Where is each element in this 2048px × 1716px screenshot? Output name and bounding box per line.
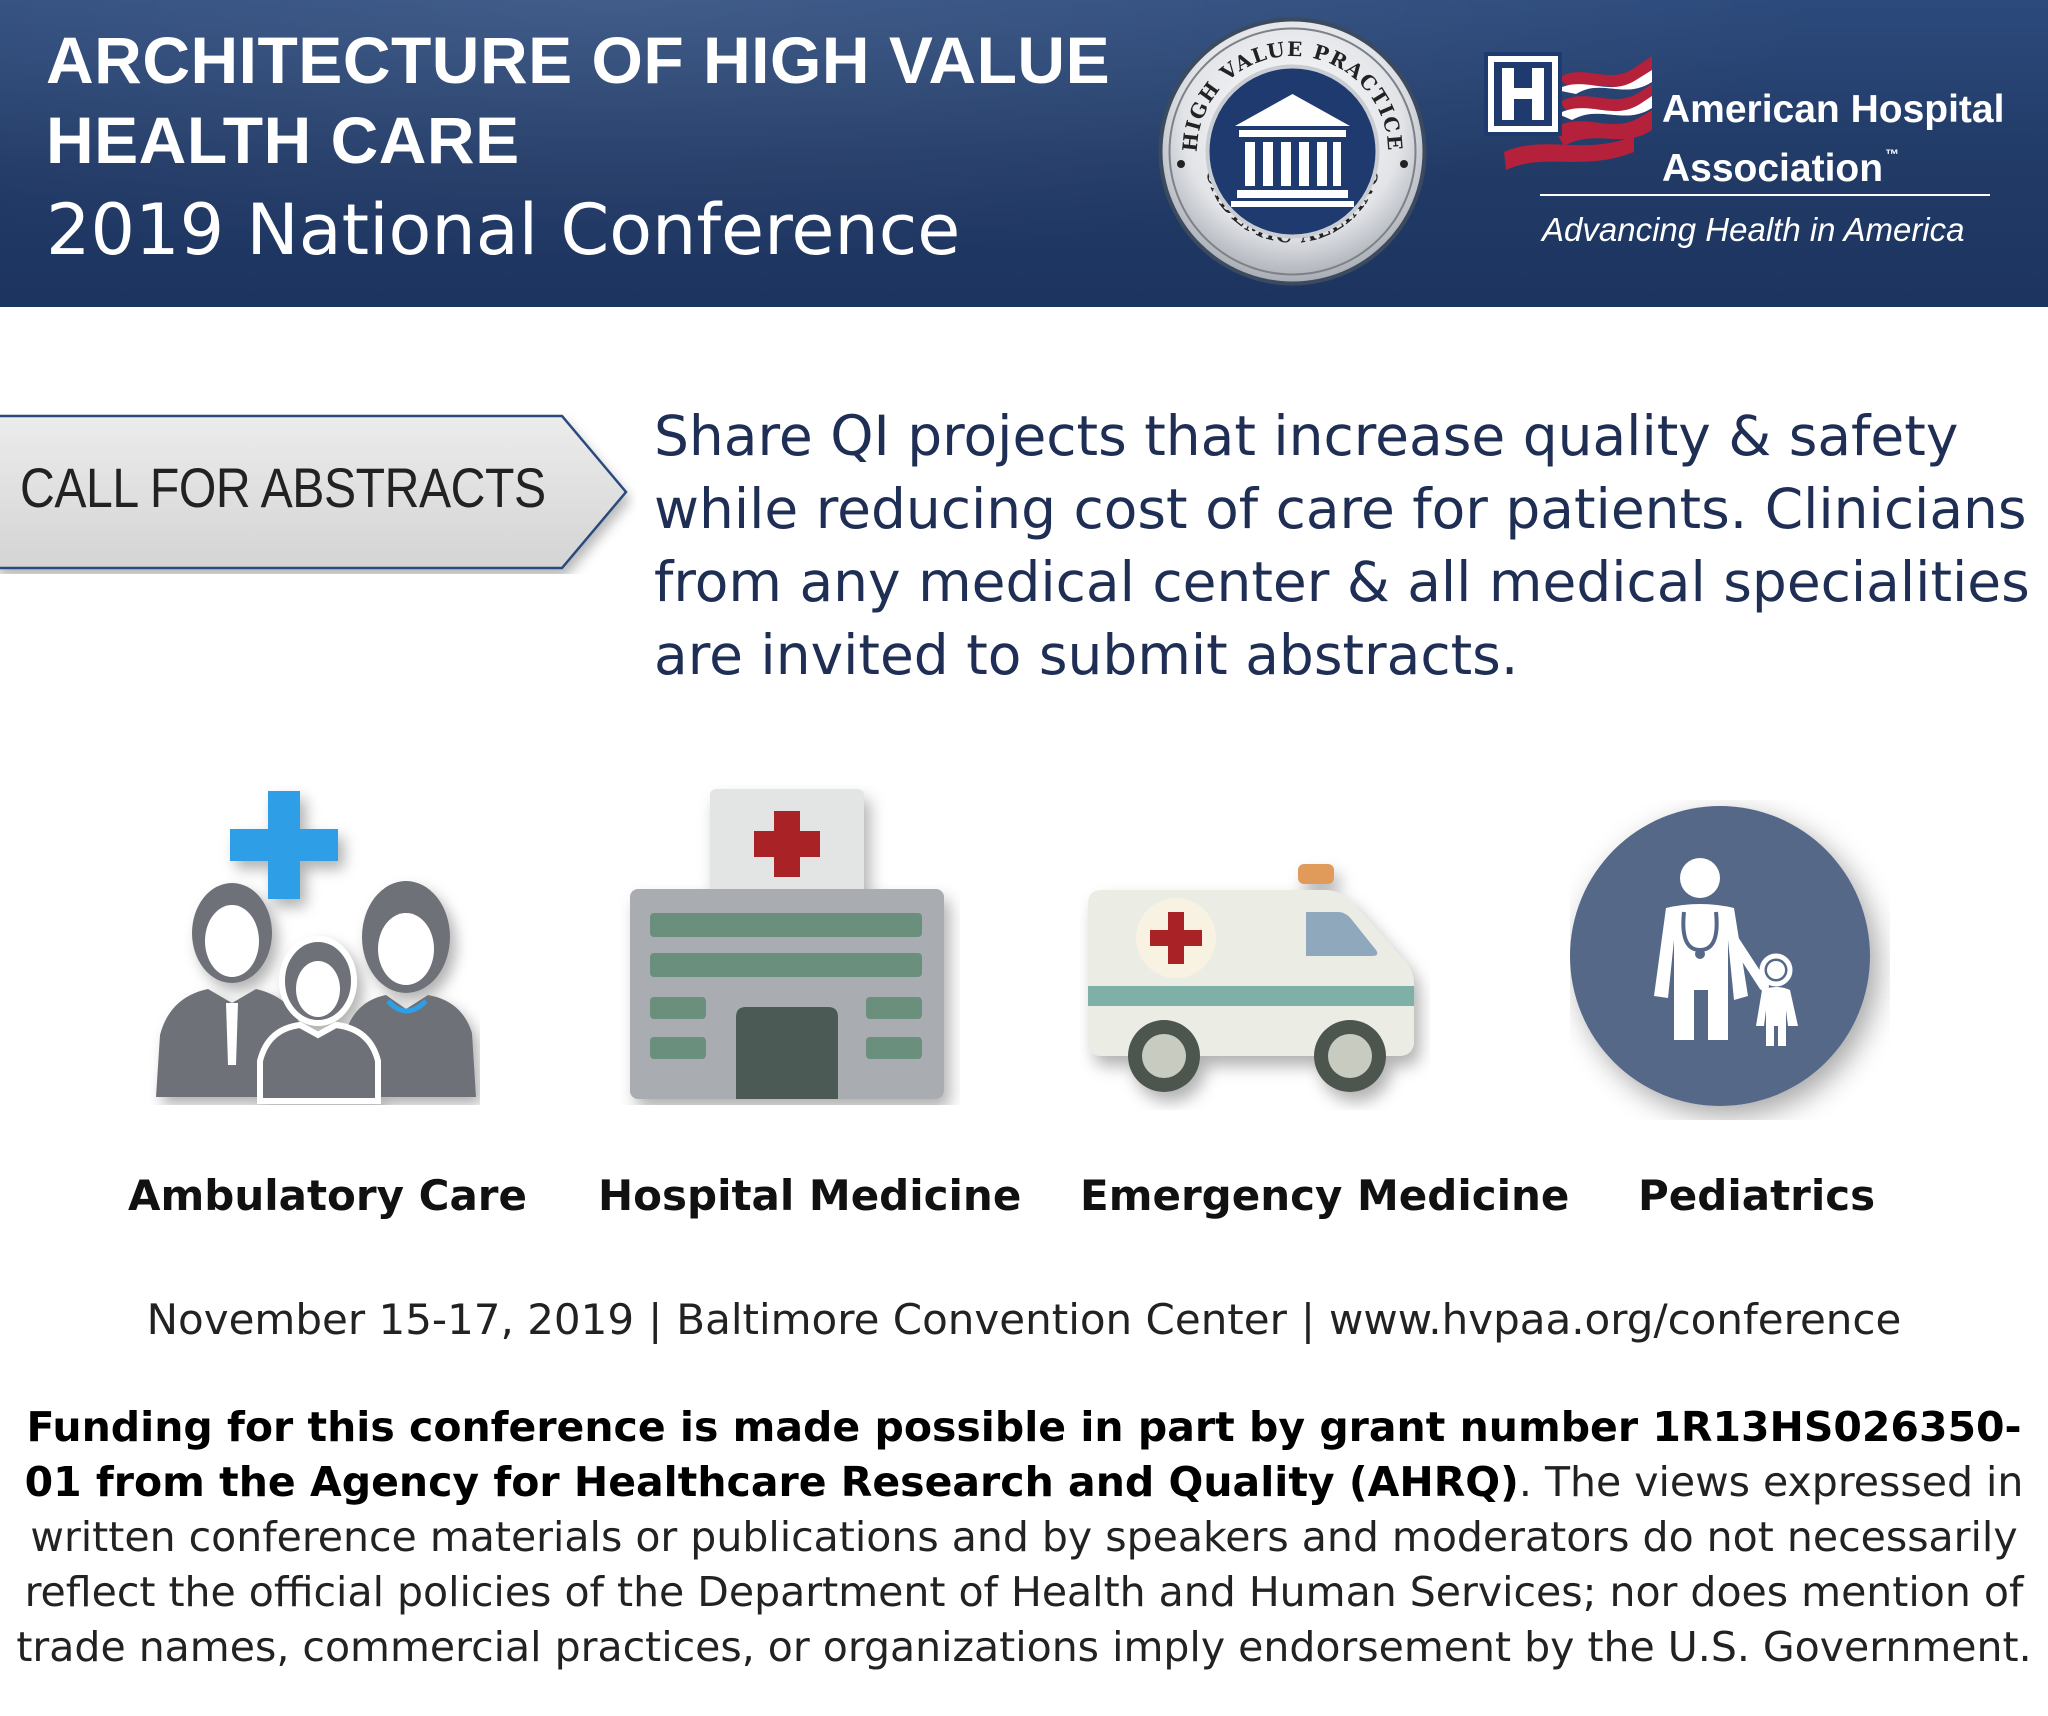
event-details: November 15-17, 2019 | Baltimore Conventio… xyxy=(0,1292,2048,1348)
specialty-label-ambulatory: Ambulatory Care xyxy=(128,1171,527,1220)
separator: | xyxy=(648,1295,663,1344)
event-dates: November 15-17, 2019 xyxy=(146,1295,635,1344)
specialty-label-emergency: Emergency Medicine xyxy=(1080,1171,1570,1220)
call-for-abstracts-label: CALL FOR ABSTRACTS xyxy=(20,456,546,519)
call-for-abstracts-banner xyxy=(0,414,628,570)
seal-star-right xyxy=(1400,160,1408,168)
doctor-with-child-icon xyxy=(1570,806,1870,1106)
aha-flag-h-logo xyxy=(1484,52,1652,170)
specialty-label-hospital: Hospital Medicine xyxy=(598,1171,1022,1220)
ambulance-icon xyxy=(1088,864,1414,1092)
conference-subtitle: 2019 National Conference xyxy=(46,189,961,271)
event-url-link[interactable]: www.hvpaa.org/conference xyxy=(1329,1295,1902,1344)
disclaimer-text: . The views expressed in written confere… xyxy=(16,1458,2032,1671)
funding-disclaimer: Funding for this conference is made poss… xyxy=(10,1400,2038,1675)
conference-title: ARCHITECTURE OF HIGH VALUE HEALTH CARE xyxy=(46,20,1110,180)
call-description: Share QI projects that increase quality … xyxy=(654,404,2030,687)
funding-statement: Funding for this conference is made poss… xyxy=(24,1403,2022,1506)
title-line-1: ARCHITECTURE OF HIGH VALUE xyxy=(46,23,1111,97)
header-banner: ARCHITECTURE OF HIGH VALUE HEALTH CARE 2… xyxy=(0,0,2048,307)
separator: | xyxy=(1300,1295,1316,1344)
family-with-cross-icon xyxy=(156,791,476,1104)
aha-name: American Hospital Association ™ xyxy=(1662,88,2004,191)
hospital-building-icon xyxy=(630,789,944,1099)
specialty-label-pediatrics: Pediatrics xyxy=(1638,1171,1876,1220)
event-venue: Baltimore Convention Center xyxy=(676,1295,1287,1344)
trademark-mark: ™ xyxy=(1885,146,1900,162)
hvpaa-seal-logo: HIGH VALUE PRACTICE ACADEMIC ALLIANCE xyxy=(1155,14,1427,286)
aha-tagline: Advancing Health in America xyxy=(1542,211,1965,248)
title-line-2: HEALTH CARE xyxy=(46,103,520,177)
seal-star-left xyxy=(1177,160,1185,168)
aha-divider xyxy=(1540,194,1990,196)
aha-name-line-2: Association xyxy=(1662,147,1884,190)
building-columns-icon xyxy=(1231,94,1354,207)
aha-name-line-1: American Hospital xyxy=(1662,88,2005,131)
